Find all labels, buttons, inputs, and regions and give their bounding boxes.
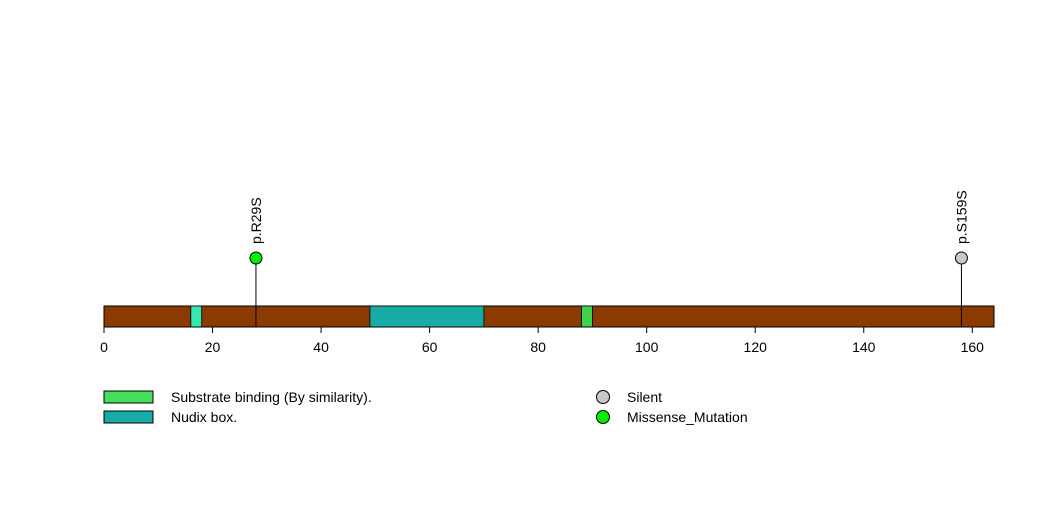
mutation-label: p.S159S: [953, 190, 969, 244]
legend-domain-swatch: [103, 410, 154, 424]
x-axis: 0 20 40 60 80 100 120 140 160: [100, 326, 985, 355]
legend: Substrate binding (By similarity). Nudix …: [103, 389, 748, 425]
legend-domain-label: Substrate binding (By similarity).: [171, 389, 372, 405]
x-tick-label: 0: [100, 339, 108, 355]
legend-domain-swatch: [103, 390, 154, 404]
legend-mutation-label: Silent: [627, 389, 662, 405]
x-tick-label: 20: [205, 339, 221, 355]
legend-mutation-label: Missense_Mutation: [627, 409, 748, 425]
lollipop-head: [954, 251, 968, 265]
x-tick-label: 80: [530, 339, 546, 355]
x-tick-label: 140: [852, 339, 876, 355]
protein-bar: [103, 305, 995, 328]
x-tick-label: 60: [422, 339, 438, 355]
x-tick-label: 100: [635, 339, 659, 355]
x-tick-label: 40: [313, 339, 329, 355]
mutation-label: p.R29S: [248, 197, 264, 244]
x-tick-label: 120: [744, 339, 768, 355]
legend-mutation-marker: [596, 390, 610, 404]
legend-domain-label: Nudix box.: [171, 409, 237, 425]
domain-block: [369, 305, 485, 328]
domain-block: [190, 305, 203, 328]
protein-track: [103, 305, 995, 328]
mutation-lollipops: p.R29S p.S159S: [248, 190, 969, 327]
lollipop-head: [249, 251, 263, 265]
x-tick-label: 160: [961, 339, 985, 355]
legend-mutation-marker: [596, 410, 610, 424]
domain-block: [581, 305, 593, 328]
